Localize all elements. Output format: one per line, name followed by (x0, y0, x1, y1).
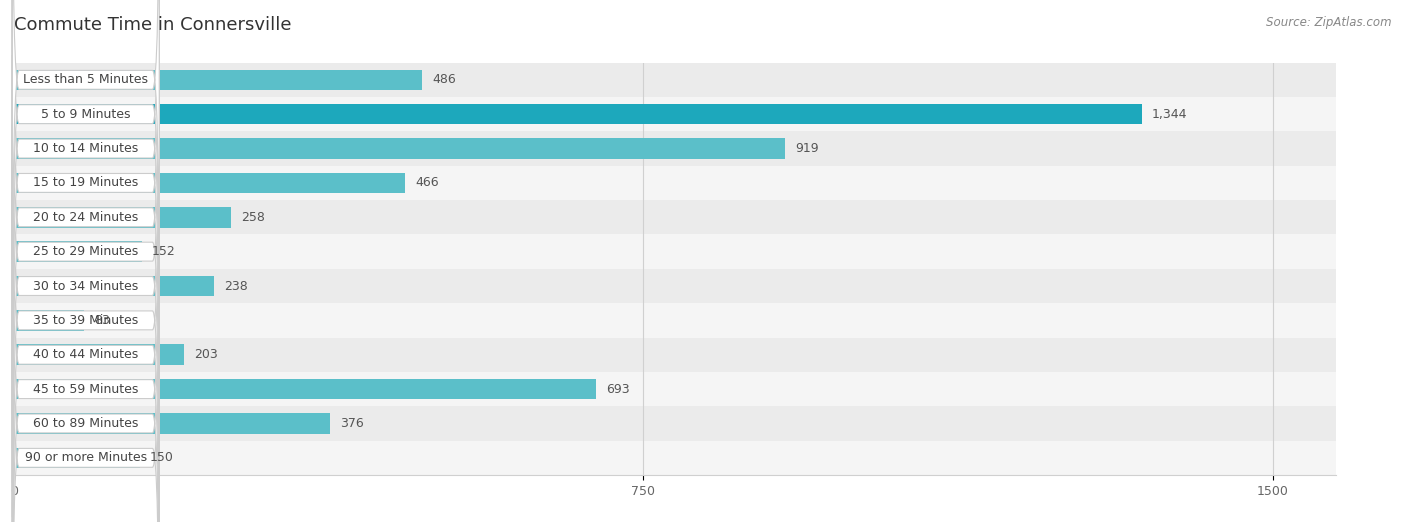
Bar (14, 372, 1336, 406)
Bar (14, 338, 1336, 372)
Bar (14, 200, 1336, 234)
FancyBboxPatch shape (13, 0, 159, 483)
FancyBboxPatch shape (13, 0, 159, 379)
Bar (14, 166, 1336, 200)
FancyBboxPatch shape (13, 55, 159, 522)
Bar (14, 406, 1336, 441)
Text: 15 to 19 Minutes: 15 to 19 Minutes (34, 176, 138, 189)
Text: 693: 693 (606, 383, 630, 396)
Bar (14, 413, 329, 434)
FancyBboxPatch shape (13, 0, 159, 414)
Bar (14, 173, 405, 193)
Bar (14, 447, 141, 468)
Bar (14, 303, 1336, 338)
Bar (14, 345, 184, 365)
Text: 5 to 9 Minutes: 5 to 9 Minutes (41, 108, 131, 121)
Text: 25 to 29 Minutes: 25 to 29 Minutes (34, 245, 138, 258)
Text: Source: ZipAtlas.com: Source: ZipAtlas.com (1267, 16, 1392, 29)
Bar (14, 276, 214, 296)
Bar (14, 132, 1336, 166)
Text: 919: 919 (796, 142, 818, 155)
Text: 40 to 44 Minutes: 40 to 44 Minutes (34, 348, 138, 361)
Text: Less than 5 Minutes: Less than 5 Minutes (24, 73, 148, 86)
Bar (14, 269, 1336, 303)
Bar (14, 234, 1336, 269)
Text: 203: 203 (194, 348, 218, 361)
FancyBboxPatch shape (13, 0, 159, 448)
Text: 152: 152 (152, 245, 176, 258)
Text: 30 to 34 Minutes: 30 to 34 Minutes (34, 279, 138, 292)
Bar (14, 241, 142, 262)
FancyBboxPatch shape (13, 158, 159, 522)
Text: 83: 83 (94, 314, 110, 327)
Bar (14, 104, 1142, 125)
Text: 45 to 59 Minutes: 45 to 59 Minutes (34, 383, 139, 396)
Text: 35 to 39 Minutes: 35 to 39 Minutes (34, 314, 138, 327)
Text: 466: 466 (415, 176, 439, 189)
Text: 486: 486 (432, 73, 456, 86)
Bar (14, 379, 596, 399)
Bar (14, 207, 231, 228)
Text: 376: 376 (340, 417, 363, 430)
Bar (14, 138, 785, 159)
FancyBboxPatch shape (13, 20, 159, 522)
Bar (14, 63, 1336, 97)
Text: 20 to 24 Minutes: 20 to 24 Minutes (34, 211, 138, 224)
Text: 90 or more Minutes: 90 or more Minutes (25, 452, 146, 465)
Bar (14, 69, 422, 90)
FancyBboxPatch shape (13, 193, 159, 522)
Text: 60 to 89 Minutes: 60 to 89 Minutes (34, 417, 139, 430)
FancyBboxPatch shape (13, 89, 159, 522)
Text: 150: 150 (150, 452, 174, 465)
Text: 10 to 14 Minutes: 10 to 14 Minutes (34, 142, 138, 155)
Bar (14, 97, 1336, 132)
Text: 1,344: 1,344 (1152, 108, 1188, 121)
FancyBboxPatch shape (13, 124, 159, 522)
Text: 258: 258 (240, 211, 264, 224)
FancyBboxPatch shape (13, 0, 159, 517)
Text: 238: 238 (224, 279, 247, 292)
Text: Commute Time in Connersville: Commute Time in Connersville (14, 16, 291, 33)
Bar (14, 441, 1336, 475)
Bar (14, 310, 84, 331)
FancyBboxPatch shape (13, 0, 159, 345)
